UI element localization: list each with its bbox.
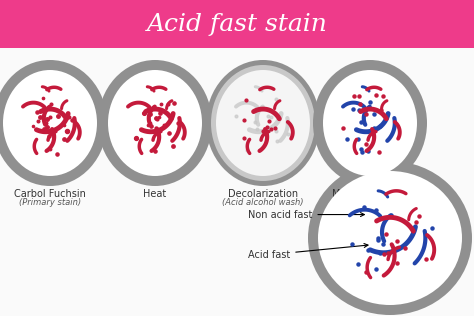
Text: Heat: Heat: [143, 189, 167, 199]
Ellipse shape: [108, 70, 202, 176]
Text: (Acid alcohol wash): (Acid alcohol wash): [222, 198, 304, 207]
Ellipse shape: [98, 60, 212, 186]
Text: Carbol Fuchsin: Carbol Fuchsin: [14, 189, 86, 199]
Ellipse shape: [308, 161, 472, 315]
Ellipse shape: [211, 65, 315, 181]
Text: Acid fast stain: Acid fast stain: [146, 13, 328, 35]
Ellipse shape: [313, 60, 427, 186]
Ellipse shape: [323, 70, 417, 176]
Text: (Counter stain): (Counter stain): [338, 198, 401, 207]
Ellipse shape: [3, 70, 97, 176]
Text: Non acid fast: Non acid fast: [248, 210, 365, 220]
Ellipse shape: [318, 171, 462, 305]
Text: Decolarization: Decolarization: [228, 189, 298, 199]
Text: Methylene blue: Methylene blue: [332, 189, 408, 199]
Ellipse shape: [216, 70, 310, 176]
Text: (Primary stain): (Primary stain): [19, 198, 81, 207]
Bar: [0, 0, 474, 48]
Text: Acid fast: Acid fast: [248, 244, 368, 260]
Ellipse shape: [206, 60, 320, 186]
Ellipse shape: [0, 60, 107, 186]
